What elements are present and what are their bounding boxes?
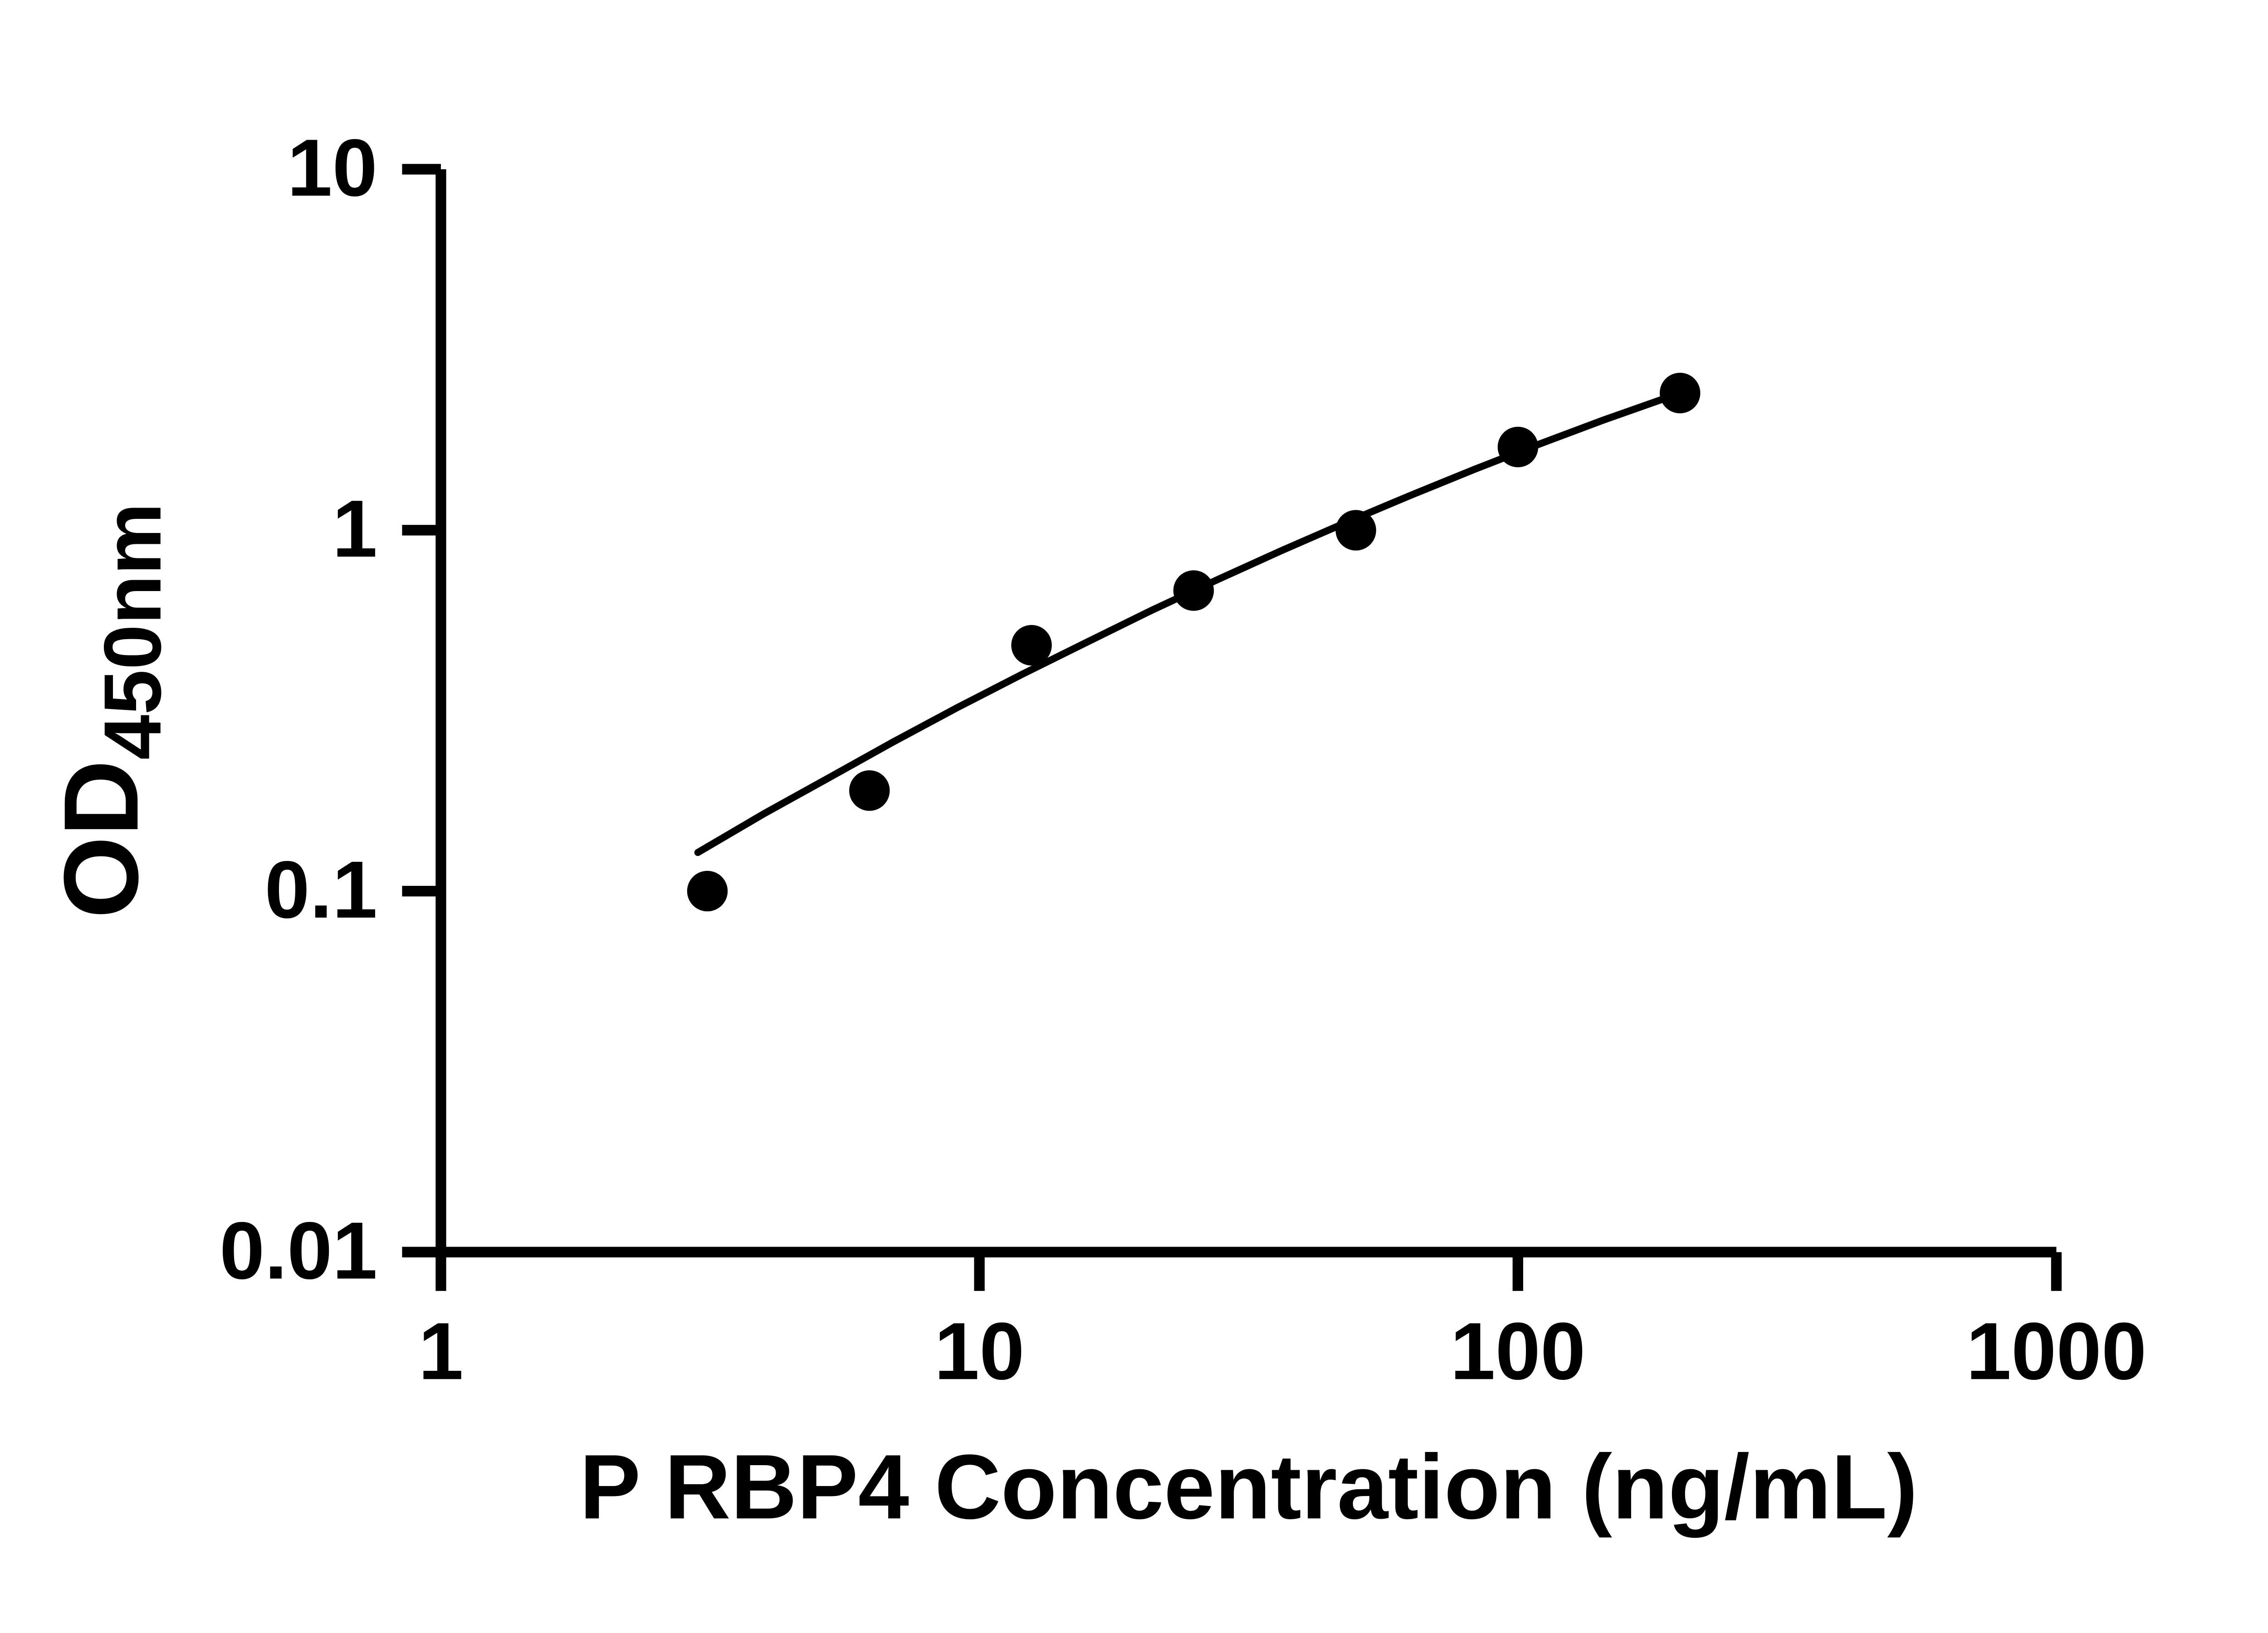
data-point [1011,625,1052,666]
axes-spine [435,169,2057,1258]
x-tick-label: 1000 [1966,1305,2147,1396]
y-tick-label: 0.1 [264,844,377,935]
y-tick-label: 1 [332,483,377,574]
y-axis-title-main: OD [42,760,160,919]
x-axis-title: P RBP4 Concentration (ng/mL) [580,1435,1918,1538]
data-point [1173,570,1214,611]
data-point [687,870,728,912]
data-point [1660,372,1701,414]
y-axis-title-subscript: 450nm [87,503,178,760]
x-tick-label: 1 [418,1305,463,1396]
y-axis-title: OD450nm [42,503,178,919]
data-point [1335,510,1376,551]
y-tick-label: 10 [287,122,377,213]
data-point [1497,426,1539,468]
x-tick-label: 10 [934,1305,1025,1396]
data-point [849,770,890,811]
x-tick-label: 100 [1450,1305,1585,1396]
trend-line [694,389,1684,856]
y-tick-label: 0.01 [220,1205,377,1296]
